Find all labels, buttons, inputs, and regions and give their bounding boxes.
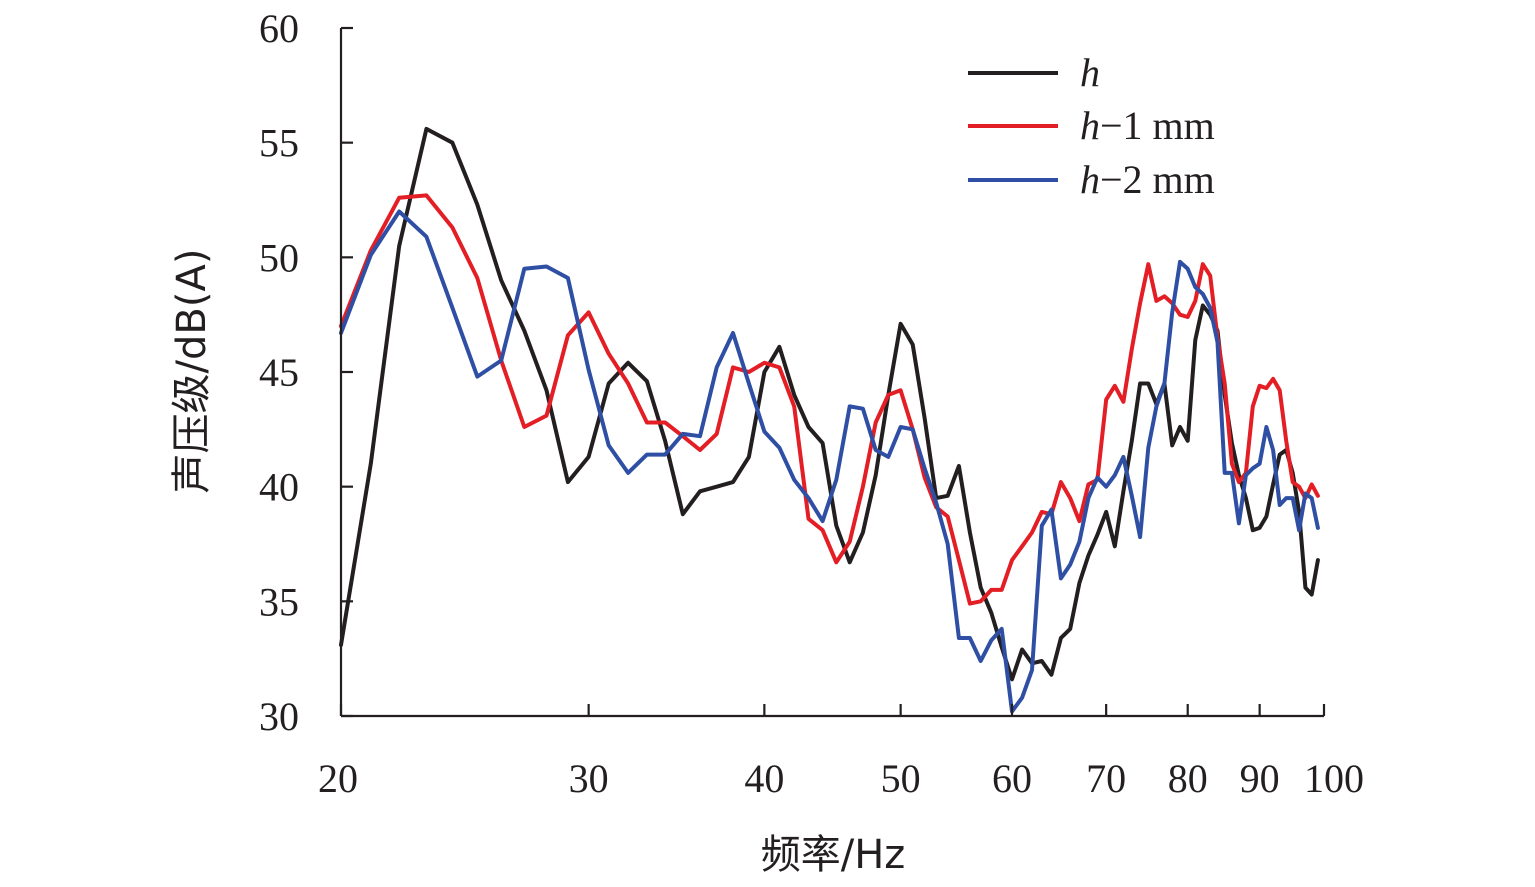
x-tick-label: 30 bbox=[569, 756, 609, 801]
y-tick-label: 40 bbox=[259, 465, 299, 510]
x-tick-label: 60 bbox=[992, 756, 1032, 801]
x-axis-title: 频率/Hz bbox=[761, 832, 906, 878]
x-tick-label: 80 bbox=[1168, 756, 1208, 801]
series-line-1 bbox=[339, 193, 1320, 606]
y-tick-label: 35 bbox=[259, 579, 299, 624]
legend-label-1: h−1 mm bbox=[1080, 103, 1215, 148]
x-tick-label: 20 bbox=[318, 756, 358, 801]
axes-layer: 30 35 40 45 50 55 60 20 30 40 50 60 70 80 90 100 bbox=[259, 6, 1364, 801]
x-tick-label: 70 bbox=[1086, 756, 1126, 801]
y-tick-label: 60 bbox=[259, 6, 299, 51]
legend-label-2: h−2 mm bbox=[1080, 157, 1215, 202]
y-axis-title: 声压级/dB(A) bbox=[169, 249, 215, 494]
x-tick-label: 100 bbox=[1304, 756, 1364, 801]
x-tick-label: 90 bbox=[1240, 756, 1280, 801]
y-tick-label: 30 bbox=[259, 694, 299, 739]
series-line-2 bbox=[339, 209, 1320, 714]
y-tick-label: 55 bbox=[259, 121, 299, 166]
y-tick-label: 45 bbox=[259, 350, 299, 395]
series-line-0 bbox=[339, 126, 1320, 682]
y-tick-label: 50 bbox=[259, 235, 299, 280]
x-tick-label: 40 bbox=[744, 756, 784, 801]
series-layer bbox=[339, 126, 1320, 714]
legend: h h−1 mm h−2 mm bbox=[968, 50, 1215, 202]
x-tick-label: 50 bbox=[881, 756, 921, 801]
legend-label-0: h bbox=[1080, 50, 1100, 95]
